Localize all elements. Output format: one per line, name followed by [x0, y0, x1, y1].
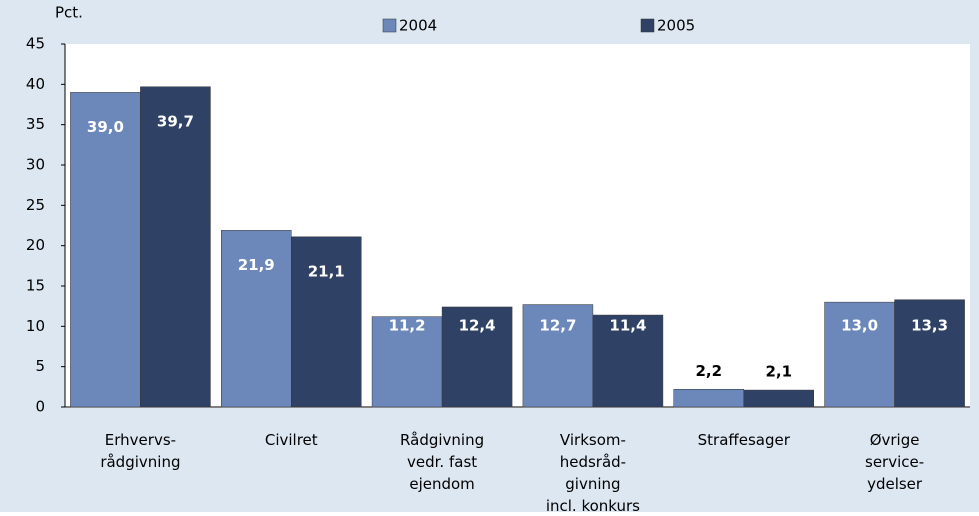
x-tick-label-line: Erhvervs- [105, 431, 176, 449]
x-tick-label: Øvrige service-ydelser [865, 431, 924, 493]
value-label: 21,9 [238, 256, 275, 274]
x-tick-label: Civilret [265, 431, 318, 449]
y-tick-label: 45 [26, 35, 45, 53]
plot-area [65, 44, 970, 408]
y-tick-label: 5 [35, 357, 45, 375]
value-label: 39,0 [87, 118, 124, 136]
x-tick-label-line: Civilret [265, 431, 318, 449]
x-tick-label-line: Virksom- [560, 431, 626, 449]
bar [70, 92, 141, 408]
x-tick-label-line: Rådgivning [400, 431, 484, 449]
bar [441, 306, 513, 408]
value-label: 12,4 [459, 317, 496, 335]
x-tick-label: Straffesager [698, 431, 791, 449]
x-tick-label: Virksom-hedsråd-givning incl. konkurs [546, 431, 640, 513]
x-tick-label-line: Straffesager [698, 431, 791, 449]
value-label: 13,0 [841, 317, 878, 335]
y-tick-label: 35 [26, 115, 45, 133]
y-tick-label: 25 [26, 196, 45, 214]
y-tick-label: 15 [26, 277, 45, 295]
y-tick-label: 40 [26, 75, 45, 93]
x-tick-label: Rådgivning vedr. fast ejendom [400, 431, 484, 493]
bar [824, 301, 895, 408]
bar [743, 389, 814, 408]
x-tick-label-line: vedr. fast [407, 453, 477, 471]
x-tick-label-line: ejendom [409, 475, 474, 493]
bar [140, 86, 211, 408]
bar [522, 304, 594, 408]
x-tick-label-line: givning [565, 475, 620, 493]
y-tick-label: 30 [26, 156, 45, 174]
x-tick-label: Erhvervs-rådgivning [100, 431, 180, 471]
value-label: 39,7 [157, 112, 194, 130]
x-tick-label-line: service- [865, 453, 924, 471]
x-tick-label-line: hedsråd- [560, 453, 626, 471]
y-tick-label: 10 [26, 317, 45, 335]
value-label: 11,4 [609, 317, 646, 335]
x-tick-label-line: ydelser [867, 475, 923, 493]
bar [291, 236, 362, 408]
bar [371, 316, 443, 408]
bar [221, 230, 292, 408]
x-tick-label-line: rådgivning [100, 453, 180, 471]
y-tick-label: 0 [35, 398, 45, 416]
x-tick-label-line: Øvrige [870, 431, 920, 449]
x-tick-label-line: incl. konkurs [546, 497, 640, 513]
value-label: 2,2 [695, 362, 722, 380]
legend-swatch [382, 18, 397, 33]
bar [894, 299, 965, 408]
bar [673, 389, 744, 408]
value-label: 2,1 [765, 363, 792, 381]
value-label: 11,2 [389, 317, 426, 335]
value-label: 21,1 [308, 262, 345, 280]
bar [592, 314, 664, 408]
value-label: 13,3 [911, 317, 948, 335]
legend-label: 2005 [657, 17, 695, 35]
legend-label: 2004 [399, 17, 437, 35]
value-label: 12,7 [539, 317, 576, 335]
legend-swatch [640, 18, 655, 33]
y-tick-label: 20 [26, 236, 45, 254]
y-axis-label: Pct. [55, 4, 83, 22]
